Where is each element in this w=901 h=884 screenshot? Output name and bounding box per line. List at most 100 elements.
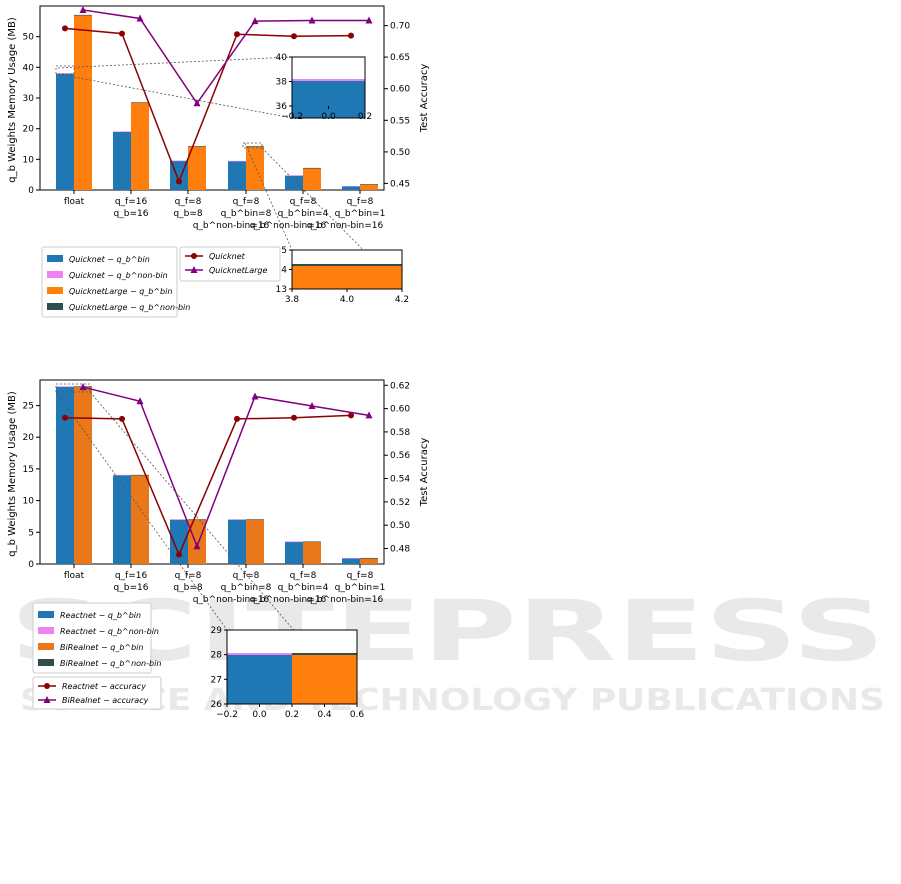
- y2-tick-label: 0.65: [390, 53, 410, 63]
- y-axis-label-1: q_b Weights Memory Usage (MB): [7, 17, 18, 183]
- bar: [74, 15, 92, 191]
- y-axis-label-2: q_b Weights Memory Usage (MB): [7, 391, 18, 557]
- y2-tick-label: 0.55: [390, 116, 410, 126]
- legend-swatch: [38, 627, 54, 634]
- inset-y-tick: 14: [276, 266, 288, 276]
- y-tick-label: 40: [23, 63, 35, 73]
- legend-bars-2: Reactnet − q_b^bin Reactnet − q_b^non-bin…: [32, 602, 161, 674]
- legend-lines-1: Quicknet QuicknetLarge: [179, 246, 281, 282]
- y-tick-label: 10: [23, 155, 35, 165]
- x-tick-label: float: [64, 571, 85, 581]
- y-tick-label: 0: [28, 560, 34, 570]
- x-tick-label: q_f=8: [233, 571, 260, 581]
- legend-label: Reactnet − q_b^bin: [60, 611, 141, 620]
- legend-lines-2: Reactnet − accuracy BiRealnet − accuracy: [32, 676, 162, 710]
- bar: [342, 558, 360, 564]
- x-tick-label: q_f=8: [347, 197, 374, 207]
- x-tick-label: q_f=8: [233, 197, 260, 207]
- inset-x-tick: −0.2: [216, 710, 238, 720]
- inset-x-tick: 3.8: [285, 295, 300, 305]
- legend-swatch: [38, 643, 54, 650]
- point: [79, 5, 87, 13]
- y-tick-label: 10: [23, 497, 35, 507]
- inset-bar: [292, 653, 357, 655]
- bar-stack: [170, 519, 188, 520]
- bar: [56, 386, 74, 564]
- point: [251, 392, 259, 400]
- inset-x-tick: 0.2: [285, 710, 299, 720]
- y-tick-label: 50: [23, 33, 35, 43]
- inset-x-tick: 0.6: [350, 710, 365, 720]
- y2-tick-label: 0.70: [390, 22, 410, 32]
- x-tick-label: q_b=16: [114, 583, 149, 593]
- x-tick-label: q_f=8: [175, 571, 202, 581]
- inset-y-tick: 15: [276, 246, 287, 256]
- point: [193, 542, 201, 550]
- chart-quicknet: 0 10 20 30 40 50 0.45 0.50 0.55 0.60 0.65 0.70 flo…: [7, 5, 430, 318]
- legend-swatch: [47, 287, 63, 294]
- bar: [188, 519, 206, 564]
- x-tick-label: q_f=8: [290, 197, 317, 207]
- y2-tick-label: 0.60: [390, 405, 410, 415]
- point: [136, 397, 144, 405]
- bar-stack: [360, 557, 378, 559]
- bar-stack: [246, 146, 264, 147]
- inset-x-tick: 4.2: [395, 295, 409, 305]
- watermark-sub: SCIENCE AND TECHNOLOGY PUBLICATIONS: [20, 683, 885, 718]
- legend-label: Quicknet − q_b^non-bin: [69, 271, 168, 280]
- inset-y-tick: 29: [211, 626, 223, 636]
- y2-tick-label: 0.48: [390, 545, 410, 555]
- y2-tick-label: 0.56: [390, 451, 410, 461]
- bar: [56, 73, 74, 190]
- bar-stack: [228, 519, 246, 520]
- x-tick-label: q_b=8: [173, 209, 202, 219]
- legend-swatch: [38, 611, 54, 618]
- inset-bar: [292, 79, 365, 81]
- inset-x-tick: 0.0: [252, 710, 267, 720]
- bar-stack: [113, 474, 131, 476]
- x-tick-label: q_b^non-bin=16: [193, 221, 270, 231]
- legend-swatch: [47, 271, 63, 278]
- point: [365, 16, 373, 24]
- bar-stack: [56, 73, 74, 74]
- bar-stack: [303, 541, 321, 543]
- bar: [342, 186, 360, 190]
- inset-bar: [292, 655, 357, 704]
- inset-bar: [292, 81, 365, 118]
- y2-tick-label: 0.50: [390, 521, 410, 531]
- legend-bars-1: Quicknet − q_b^bin Quicknet − q_b^non-bin…: [41, 246, 190, 318]
- y2-tick-label: 0.45: [390, 179, 410, 189]
- inset-y-tick: 28: [211, 651, 223, 661]
- bar: [285, 541, 303, 564]
- x-tick-label: q_b^non-bin=16: [193, 595, 270, 605]
- x-tick-label: q_f=16: [115, 571, 148, 581]
- bar: [131, 475, 149, 564]
- inset-x-tick: 4.0: [340, 295, 355, 305]
- inset-bar: [292, 266, 402, 289]
- bar-stack: [74, 14, 92, 16]
- bar-stack: [170, 160, 188, 162]
- inset-x-tick: 0.2: [358, 112, 372, 122]
- x-tick-label: q_f=8: [175, 197, 202, 207]
- bar-stack: [113, 131, 131, 133]
- series-line: [64, 414, 352, 557]
- bar: [74, 386, 92, 564]
- x-tick-label: q_f=8: [290, 571, 317, 581]
- legend-label: Quicknet: [209, 252, 246, 261]
- point: [348, 32, 354, 39]
- x-tick-label: q_b^non-bin=16: [250, 595, 327, 605]
- bar: [303, 541, 321, 564]
- bar: [170, 519, 188, 564]
- bar: [303, 168, 321, 190]
- inset-y-tick: 13: [276, 285, 287, 295]
- legend-label: BiRealnet − q_b^bin: [60, 643, 143, 652]
- point: [193, 99, 201, 107]
- inset-y-tick: 40: [276, 53, 288, 63]
- bar: [228, 519, 246, 564]
- point: [291, 414, 297, 421]
- bar-stack: [303, 167, 321, 169]
- legend-label: Reactnet − accuracy: [62, 682, 146, 691]
- inset-bar: [227, 655, 292, 704]
- plot-area-2: [39, 379, 385, 565]
- inset-y-tick: 27: [211, 675, 222, 685]
